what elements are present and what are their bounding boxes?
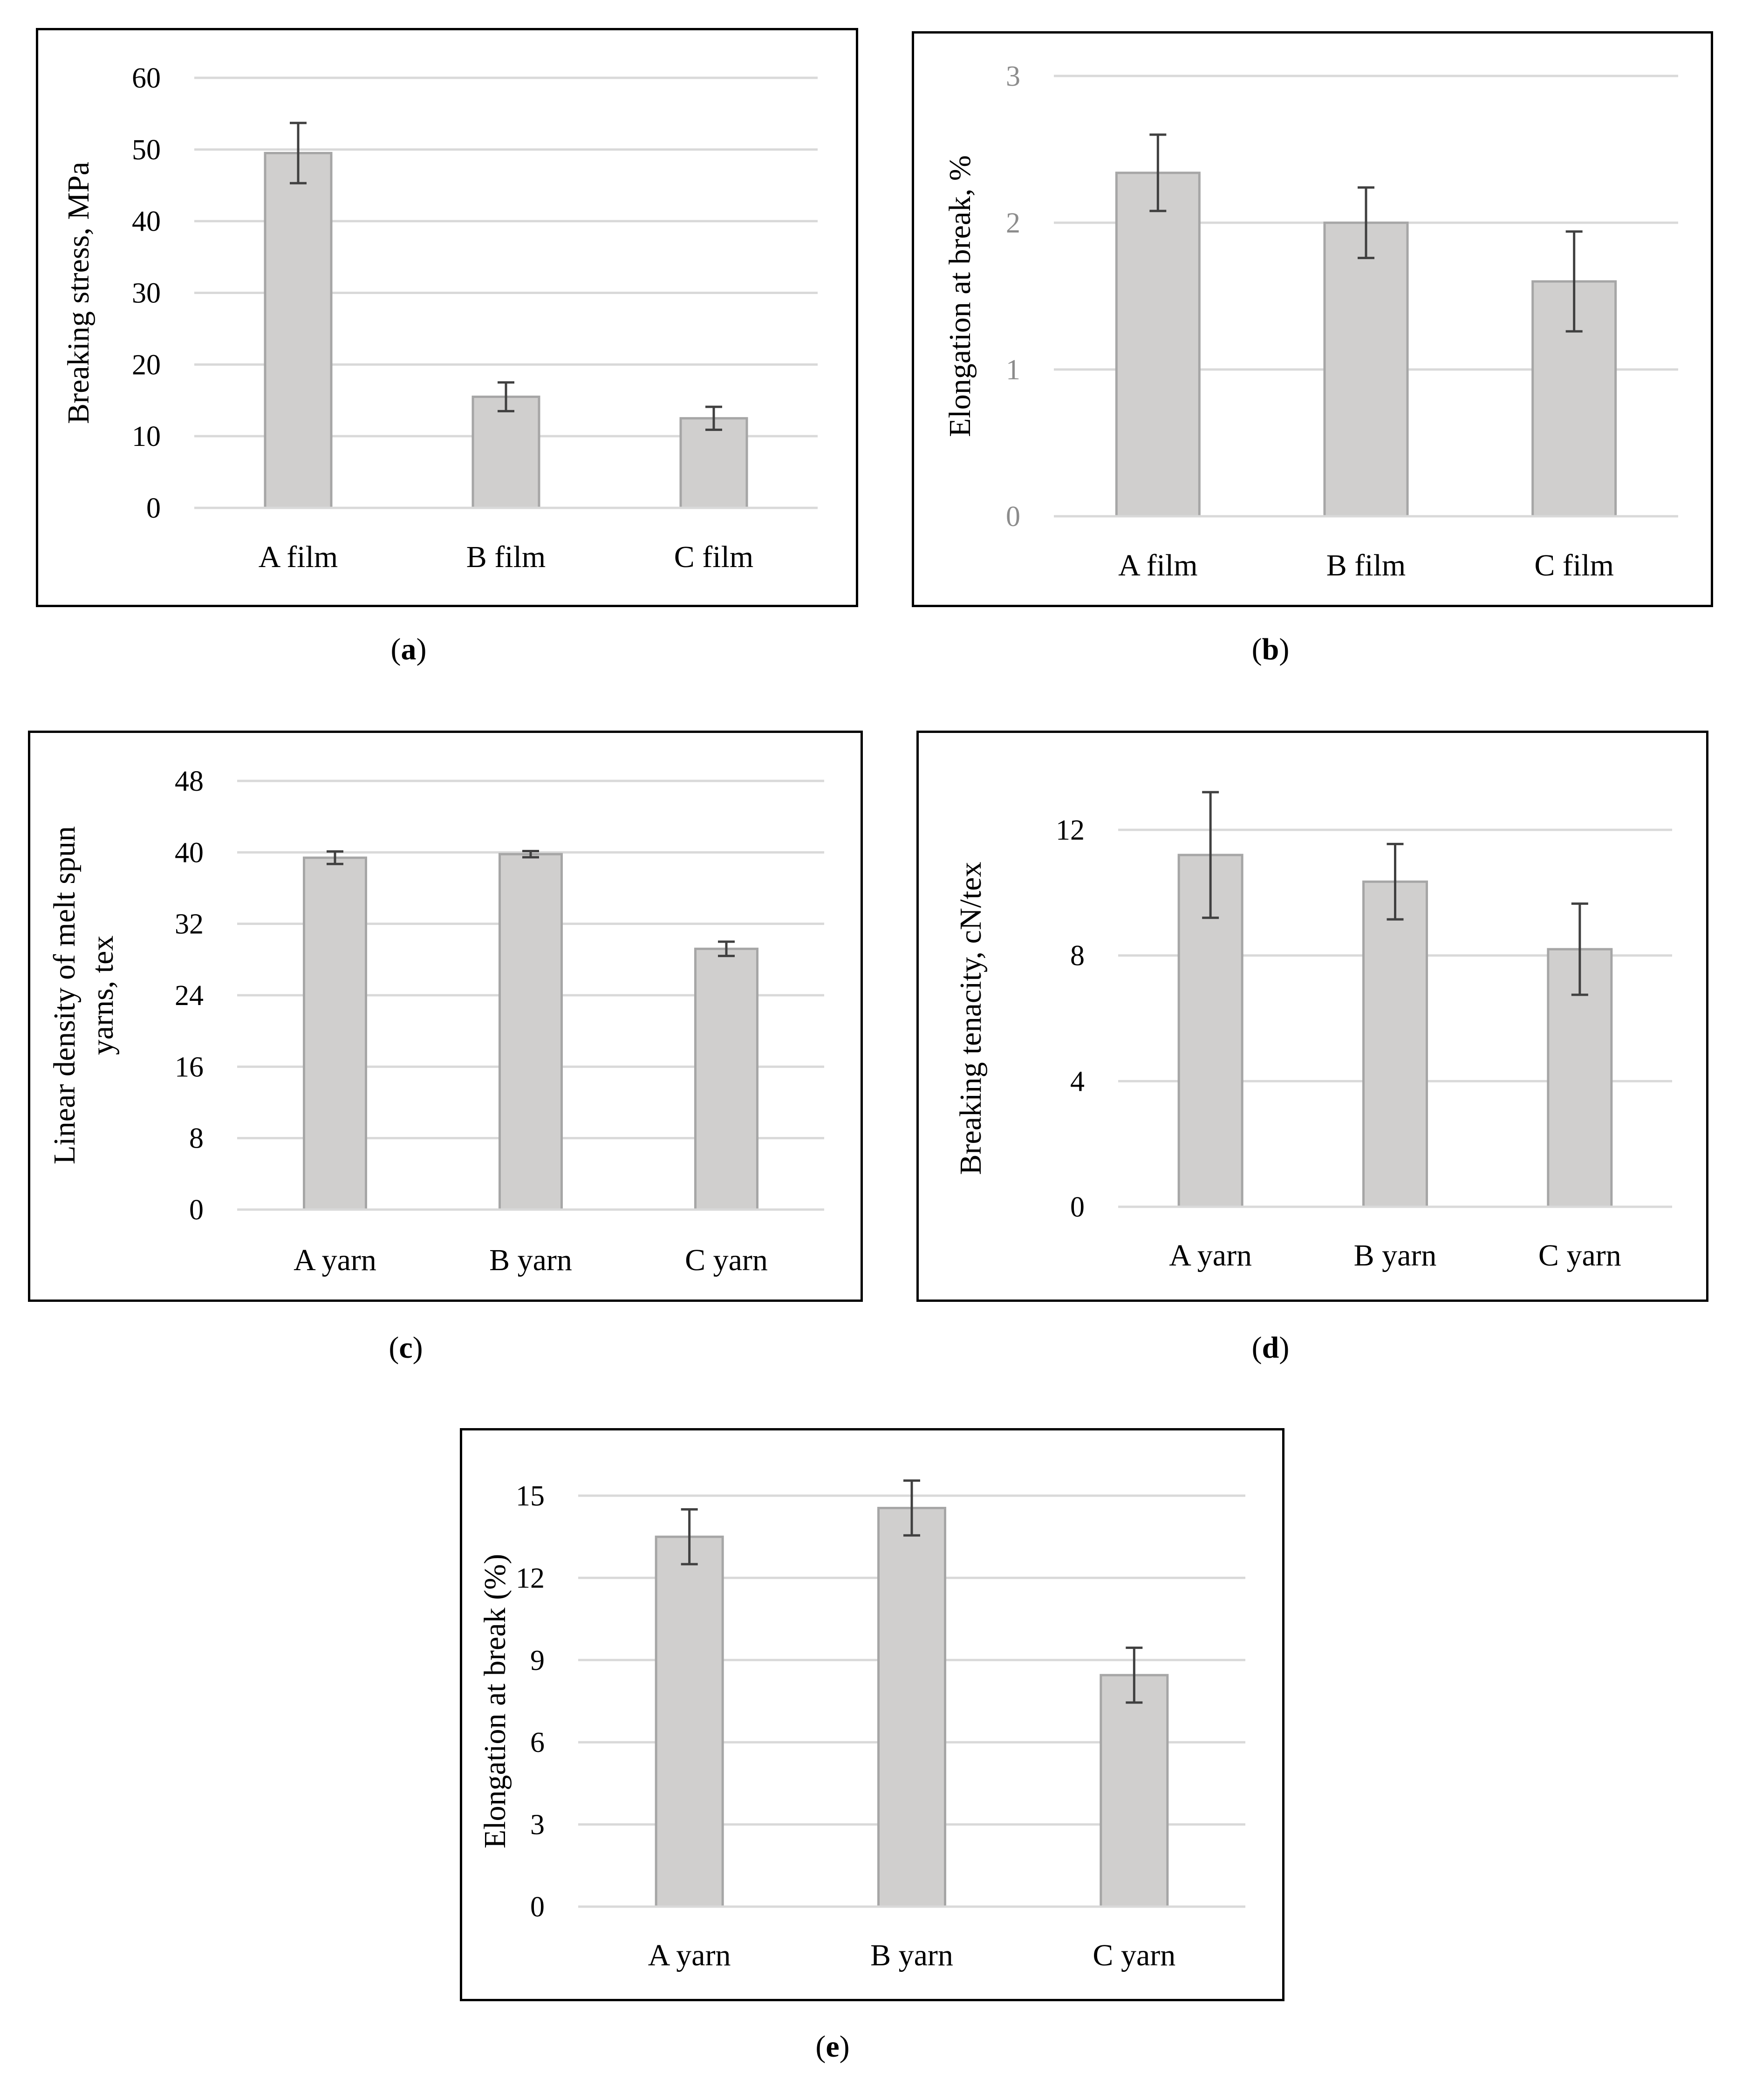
- y-tick-label: 9: [530, 1645, 545, 1676]
- chart-svg: 0 10 20 30 40 50 60 A film B film C film Breaking …: [61, 62, 818, 574]
- caption-letter-b: b: [1262, 632, 1279, 666]
- y-axis-label: Linear density of melt spun yarns, tex: [48, 826, 120, 1164]
- caption-d: (d): [1251, 1331, 1290, 1365]
- chart-svg: 0 3 6 9 12 15 A yarn B yarn C yarn Elongation at …: [478, 1479, 1245, 1972]
- y-axis-label-line: Linear density of melt spun: [48, 826, 82, 1164]
- bar-a-film: [1115, 171, 1201, 518]
- caption-letter-d: d: [1262, 1331, 1279, 1365]
- chart-svg: 0 4 8 12 A yarn B yarn C yarn Breaking tenacity…: [954, 791, 1672, 1272]
- x-category-label: C yarn: [685, 1243, 768, 1277]
- caption-letter-a: a: [401, 632, 417, 666]
- y-tick-label: 0: [1070, 1191, 1085, 1223]
- y-axis-label: Elongation at break, %: [943, 155, 977, 437]
- bar-b-yarn: [499, 853, 563, 1211]
- x-category-label: B film: [466, 540, 546, 574]
- y-tick-label: 0: [146, 493, 161, 524]
- caption-b: (b): [1251, 632, 1290, 666]
- y-tick-label: 3: [1006, 61, 1020, 92]
- y-tick-label: 24: [175, 980, 204, 1012]
- caption-letter-c: c: [399, 1331, 413, 1365]
- y-axis-label: Breaking stress, MPa: [61, 162, 96, 424]
- bar-c-film: [679, 417, 748, 509]
- y-tick-label: 6: [530, 1727, 545, 1758]
- y-axis-label: Elongation at break (%): [478, 1554, 512, 1848]
- x-category-label: B yarn: [870, 1938, 953, 1972]
- y-tick-label: 12: [1056, 814, 1085, 846]
- x-category-label: B yarn: [1354, 1238, 1437, 1272]
- y-tick-label: 48: [175, 766, 204, 797]
- bar-b-film: [1323, 221, 1409, 518]
- y-tick-label: 2: [1006, 207, 1020, 239]
- x-category-label: B film: [1326, 548, 1406, 582]
- y-tick-label: 32: [175, 909, 204, 940]
- caption-c: (c): [389, 1331, 423, 1365]
- x-category-label: B yarn: [489, 1243, 572, 1277]
- y-tick-label: 0: [189, 1194, 204, 1226]
- y-tick-label: 4: [1070, 1066, 1085, 1097]
- caption-letter-e: e: [826, 2030, 840, 2064]
- x-category-label: A film: [259, 540, 338, 574]
- chart-svg: 0 1 2 3 A film B film C film Elongation at brea…: [943, 61, 1678, 582]
- y-tick-label: 40: [132, 206, 161, 238]
- y-tick-label: 0: [1006, 501, 1020, 533]
- chart-panel-a: 0 10 20 30 40 50 60 A film B film C film Breaking …: [36, 28, 858, 607]
- chart-panel-b: 0 1 2 3 A film B film C film Elongation at brea…: [912, 31, 1713, 607]
- x-category-label: C film: [1534, 548, 1614, 582]
- bar-b-yarn: [877, 1506, 946, 1908]
- bar-a-yarn: [303, 856, 367, 1211]
- y-tick-label: 60: [132, 62, 161, 94]
- y-tick-label: 0: [530, 1891, 545, 1923]
- y-tick-label: 20: [132, 349, 161, 381]
- y-tick-label: 8: [189, 1123, 204, 1155]
- x-category-label: A yarn: [648, 1938, 731, 1972]
- x-category-label: A yarn: [1169, 1238, 1252, 1272]
- x-category-label: A film: [1118, 548, 1198, 582]
- caption-e: (e): [815, 2030, 850, 2064]
- x-category-label: A yarn: [294, 1243, 376, 1277]
- bar-b-yarn: [1362, 880, 1428, 1208]
- y-tick-label: 30: [132, 278, 161, 309]
- bar-c-yarn: [694, 947, 758, 1211]
- y-tick-label: 15: [516, 1480, 545, 1512]
- x-category-label: C film: [674, 540, 754, 574]
- y-axis-label: Breaking tenacity, cN/tex: [954, 862, 988, 1175]
- bar-a-film: [264, 152, 333, 509]
- bar-b-film: [471, 396, 540, 509]
- y-axis-label-line: yarns, tex: [86, 936, 120, 1055]
- x-category-label: C yarn: [1538, 1238, 1621, 1272]
- y-tick-label: 40: [175, 837, 204, 869]
- bar-c-yarn: [1100, 1674, 1169, 1908]
- chart-panel-e: 0 3 6 9 12 15 A yarn B yarn C yarn Elongation at …: [460, 1428, 1284, 2001]
- y-tick-label: 12: [516, 1562, 545, 1594]
- y-tick-label: 8: [1070, 940, 1085, 972]
- y-tick-label: 3: [530, 1809, 545, 1841]
- y-tick-label: 10: [132, 421, 161, 452]
- y-tick-label: 16: [175, 1051, 204, 1083]
- y-tick-label: 50: [132, 134, 161, 166]
- caption-a: (a): [390, 632, 427, 666]
- chart-panel-d: 0 4 8 12 A yarn B yarn C yarn Breaking tenacity…: [916, 731, 1708, 1302]
- x-category-label: C yarn: [1093, 1938, 1175, 1972]
- chart-panel-c: 0 8 16 24 32 40 48 A yarn B yarn C yarn Linear den…: [28, 731, 863, 1302]
- bar-a-yarn: [655, 1535, 724, 1908]
- y-tick-label: 1: [1006, 354, 1020, 386]
- chart-svg: 0 8 16 24 32 40 48 A yarn B yarn C yarn Linear den…: [48, 766, 824, 1277]
